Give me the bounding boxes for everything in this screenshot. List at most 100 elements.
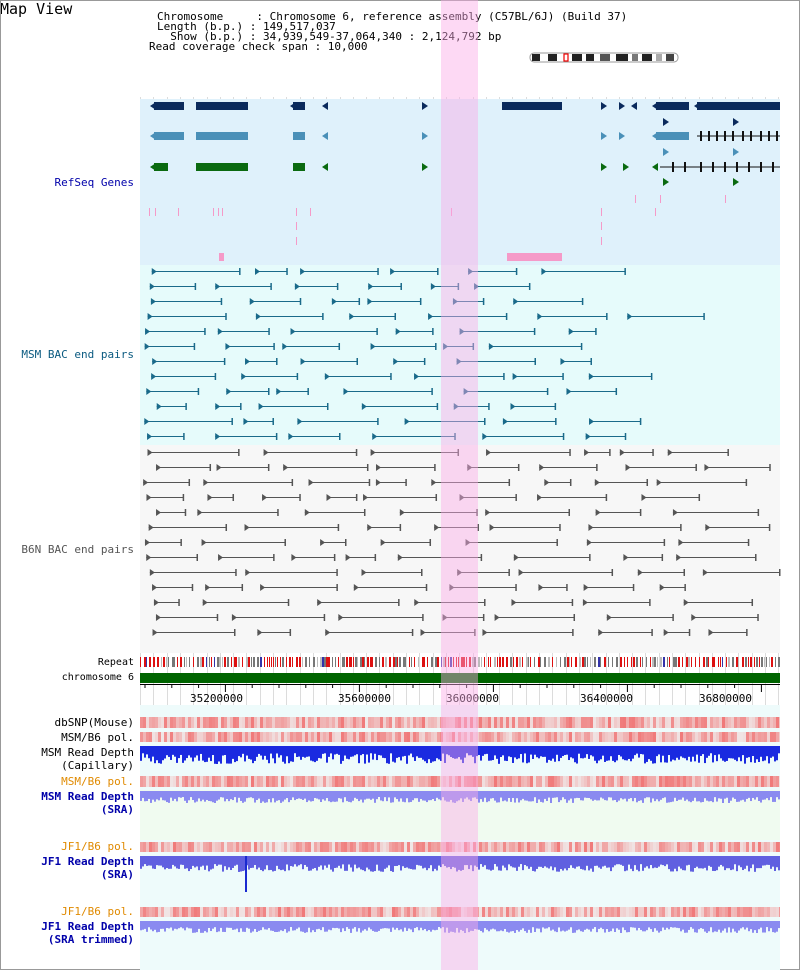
depth-bar	[680, 746, 682, 757]
depth-bar	[668, 791, 670, 803]
heat-cell	[344, 732, 347, 742]
repeat-element	[686, 657, 688, 667]
track-label-refseq[interactable]: RefSeq Genes	[54, 176, 134, 189]
repeat-track[interactable]	[140, 657, 780, 667]
heat-cell	[719, 732, 722, 742]
depth-bar	[150, 791, 152, 803]
depth-bar	[308, 921, 310, 928]
depth-bar	[664, 746, 666, 763]
heat-cell	[278, 842, 281, 852]
depth-bar	[612, 921, 614, 929]
heat-cell	[707, 907, 710, 917]
repeat-element	[530, 657, 531, 667]
repeat-element	[264, 657, 265, 667]
heat-cell	[617, 732, 620, 742]
chromosome-ideogram[interactable]	[528, 51, 682, 65]
track-label-msm-b6-pol[interactable]: MSM/B6 pol.	[61, 731, 134, 744]
track-label-repeat[interactable]: Repeat	[97, 657, 134, 668]
track-label-jf1-depth-sra[interactable]: JF1 Read Depth	[41, 855, 134, 868]
track-label-msm-depth-sra[interactable]: MSM Read Depth	[41, 790, 134, 803]
depth-bar	[388, 791, 390, 798]
heat-cell	[536, 842, 539, 852]
track-label-msm-depth-capillary[interactable]: MSM Read Depth	[41, 746, 134, 759]
track-label-dbsnp[interactable]: dbSNP(Mouse)	[54, 716, 134, 729]
heat-cell	[668, 907, 671, 917]
bac-end	[468, 268, 474, 275]
depth-bar	[584, 856, 586, 871]
depth-bar	[594, 791, 596, 800]
depth-bar	[758, 921, 760, 930]
depth-bar	[244, 921, 246, 932]
repeat-element	[367, 657, 369, 667]
heat-cell	[452, 842, 455, 852]
depth-bar	[258, 921, 260, 931]
depth-bar	[182, 921, 184, 929]
track-label-jf1-depth-trimmed[interactable]: JF1 Read Depth	[41, 920, 134, 933]
heat-cell	[740, 907, 743, 917]
heat-cell	[419, 732, 422, 742]
depth-bar	[572, 856, 574, 868]
depth-bar	[148, 921, 150, 928]
heat-cell	[704, 776, 707, 787]
depth-bar	[470, 856, 472, 866]
heat-cell	[581, 717, 584, 728]
depth-bar	[154, 856, 156, 869]
heat-cell	[239, 732, 242, 742]
heat-cell	[767, 907, 770, 917]
depth-bar	[608, 856, 610, 868]
bac-end	[605, 494, 608, 501]
depth-bar	[168, 921, 170, 929]
variation-tracks[interactable]	[140, 0, 780, 970]
heat-cell	[218, 842, 221, 852]
repeat-element	[660, 657, 662, 667]
depth-bar	[616, 921, 618, 929]
repeat-element	[418, 657, 419, 667]
heat-cell	[665, 732, 668, 742]
heat-cell	[677, 907, 680, 917]
depth-bar	[698, 746, 700, 763]
heat-cell	[383, 776, 386, 787]
track-label-jf1-b6-pol[interactable]: JF1/B6 pol.	[61, 840, 134, 853]
depth-bar	[434, 921, 436, 931]
repeat-element	[478, 657, 480, 667]
heat-cell	[596, 776, 599, 787]
heat-cell	[674, 776, 677, 787]
bac-end	[508, 569, 510, 576]
depth-bar	[510, 921, 512, 932]
depth-bar	[316, 856, 318, 871]
heat-cell	[650, 732, 653, 742]
heat-cell	[599, 776, 602, 787]
heat-cell	[542, 717, 545, 728]
bac-end	[569, 479, 572, 486]
depth-bar	[472, 921, 474, 931]
bac-end	[639, 418, 642, 425]
heat-cell	[383, 907, 386, 917]
depth-bar	[708, 921, 710, 932]
depth-bar	[380, 921, 382, 929]
bac-end	[556, 539, 558, 546]
bac-end	[419, 298, 422, 305]
bac-end	[353, 584, 359, 591]
track-label-chromosome[interactable]: chromosome 6	[61, 672, 134, 683]
depth-bar	[140, 921, 142, 931]
track-label-msm-bac[interactable]: MSM BAC end pairs	[21, 348, 134, 361]
track-label-msm-b6-pol-2[interactable]: MSM/B6 pol.	[61, 775, 134, 788]
bac-end	[289, 629, 292, 636]
depth-bar	[190, 856, 192, 870]
heat-cell	[467, 907, 470, 917]
repeat-element	[375, 657, 377, 667]
depth-bar	[226, 856, 228, 870]
heat-cell	[317, 907, 320, 917]
track-label-jf1-b6-pol-2[interactable]: JF1/B6 pol.	[61, 905, 134, 918]
depth-bar	[308, 746, 310, 757]
bac-end	[457, 449, 460, 456]
bac-end	[515, 268, 518, 275]
track-label-b6n-bac[interactable]: B6N BAC end pairs	[21, 543, 134, 556]
depth-bar	[632, 921, 634, 928]
chromosome-bar[interactable]	[140, 673, 780, 683]
depth-bar	[480, 791, 482, 800]
depth-bar	[282, 921, 284, 932]
